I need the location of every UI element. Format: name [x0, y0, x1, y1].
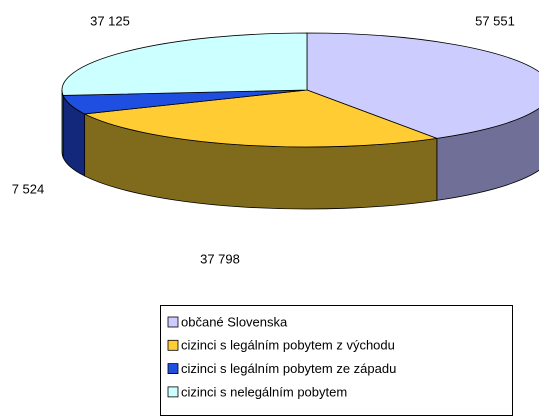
legend-label: občané Slovenska: [181, 314, 288, 329]
pie-slice: [61, 32, 308, 96]
pie-slice: [306, 32, 539, 139]
pie-slice: [83, 89, 438, 148]
legend-box: [160, 305, 513, 416]
legend-label: cizinci s nelegálním pobytem: [181, 384, 347, 399]
data-label: 7 524: [12, 181, 45, 196]
data-label: 57 551: [475, 13, 515, 28]
legend-swatch: [167, 386, 179, 398]
data-label: 37 798: [200, 251, 240, 266]
pie-side: [61, 89, 64, 158]
legend-label: cizinci s legálním pobytem ze západu: [181, 361, 396, 376]
legend-swatch: [167, 339, 179, 351]
data-label: 37 125: [90, 13, 130, 28]
legend-swatch: [167, 316, 179, 328]
legend-swatch: [167, 363, 179, 375]
legend-label: cizinci s legálním pobytem z východu: [181, 338, 395, 353]
